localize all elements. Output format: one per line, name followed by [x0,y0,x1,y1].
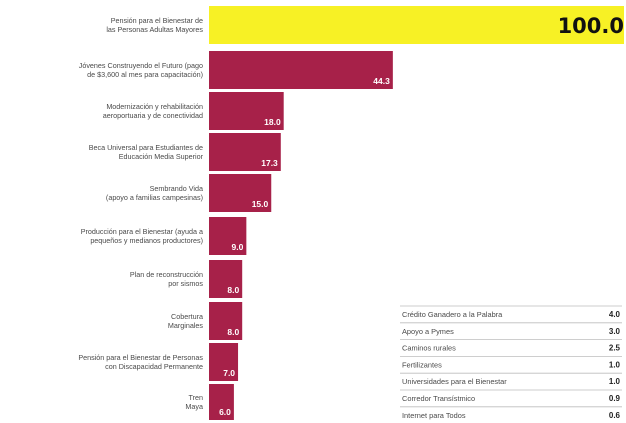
bar-6 [209,217,247,255]
bar-item-7: Plan de reconstrucción por sismos 8.0 [130,260,243,298]
bar-item-10: Tren Maya 6.0 [185,384,234,420]
small-programs-table: Crédito Ganadero a la Palabra 4.0 Apoyo a … [400,305,622,420]
bar-10 [209,384,234,420]
bar-item-1: Pensión para el Bienestar de las Personas… [106,6,624,44]
category-label-2: Jóvenes Construyendo el Futuro (pago de $… [79,61,203,79]
table-row-label: Universidades para el Bienestar [402,377,507,386]
category-label-6: Producción para el Bienestar (ayuda a peq… [81,227,203,245]
table-row-5: Universidades para el Bienestar 1.0 [400,377,622,391]
bars-group: Pensión para el Bienestar de las Personas… [78,6,624,420]
category-label-5: Sembrando Vida (apoyo a familias campesin… [106,184,203,202]
table-row-label: Fertilizantes [402,360,442,369]
category-label-7: Plan de reconstrucción por sismos [130,270,204,288]
bar-item-2: Jóvenes Construyendo el Futuro (pago de $… [79,51,393,89]
value-label-8: 8.0 [227,327,239,337]
bar-item-4: Beca Universal para Estudiantes de Educac… [89,133,281,171]
table-row-4: Fertilizantes 1.0 [400,360,622,374]
value-label-3: 18.0 [264,117,281,127]
table-row-label: Corredor Transístmico [402,394,475,403]
category-label-10: Tren Maya [185,393,203,411]
category-label-4: Beca Universal para Estudiantes de Educac… [89,143,204,161]
table-row-value: 4.0 [609,310,621,319]
table-row-value: 3.0 [609,327,621,336]
category-label-9: Pensión para el Bienestar de Personas con… [78,353,203,371]
value-label-4: 17.3 [261,158,278,168]
table-row-value: 0.9 [609,394,621,403]
table-row-3: Caminos rurales 2.5 [400,344,622,357]
bar-1 [209,6,624,44]
bar-9 [209,343,239,381]
value-label-7: 8.0 [227,285,239,295]
category-label-1: Pensión para el Bienestar de las Personas… [106,16,203,34]
table-row-2: Apoyo a Pymes 3.0 [400,327,622,341]
bar-item-5: Sembrando Vida (apoyo a familias campesin… [106,174,272,212]
value-label-2: 44.3 [373,76,390,86]
table-row-label: Caminos rurales [402,344,456,353]
bar-8 [209,302,243,340]
table-row-value: 2.5 [609,344,621,353]
table-row-value: 1.0 [609,360,621,369]
bar-item-8: Cobertura Marginales 8.0 [168,302,243,340]
table-row-label: Crédito Ganadero a la Palabra [402,310,503,319]
bar-5 [209,174,272,212]
value-label-6: 9.0 [232,242,244,252]
table-row-7: Internet para Todos 0.6 [402,411,621,420]
table-row-6: Corredor Transístmico 0.9 [400,394,622,408]
bar-2 [209,51,393,89]
value-label-1: 100.0 [558,14,624,38]
value-label-5: 15.0 [252,199,269,209]
bar-7 [209,260,243,298]
value-label-9: 7.0 [223,368,235,378]
bar-item-6: Producción para el Bienestar (ayuda a peq… [81,217,247,255]
bar-4 [209,133,281,171]
bar-item-3: Modernización y rehabilitación aeroportua… [103,92,284,130]
table-row-value: 1.0 [609,377,621,386]
table-row-1: Crédito Ganadero a la Palabra 4.0 [400,310,622,324]
category-label-3: Modernización y rehabilitación aeroportua… [103,102,203,120]
table-row-value: 0.6 [609,411,621,420]
table-row-label: Apoyo a Pymes [402,327,454,336]
table-row-label: Internet para Todos [402,411,466,420]
category-label-8: Cobertura Marginales [168,312,204,330]
value-label-10: 6.0 [219,407,231,417]
bar-3 [209,92,284,130]
bar-item-9: Pensión para el Bienestar de Personas con… [78,343,239,381]
